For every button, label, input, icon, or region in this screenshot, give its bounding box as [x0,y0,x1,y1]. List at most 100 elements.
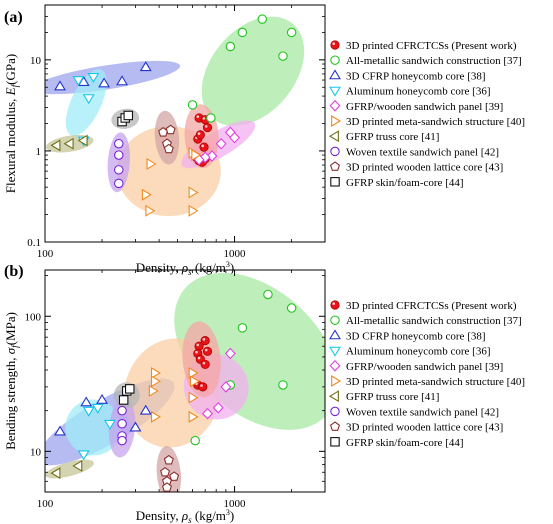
y-tick-label: 0.1 [27,237,41,249]
legend-label-woven: Woven textile sandwich panel [42] [346,146,499,158]
data-point-truss [50,139,61,152]
highlight-regions [45,272,325,492]
legend-marker-wooden [329,161,341,171]
data-point-meta [188,410,199,423]
data-point-gfrp_wood [215,137,227,150]
y-tick-label: 10 [30,446,42,458]
highlight-regions [45,16,305,217]
x-axis-title: Density, ρs (kg/m3) [136,508,235,524]
legend-label-cfrp: 3D CFRP honeycomb core [38] [346,70,486,82]
data-point-cfrp [129,421,142,432]
data-point-truss [50,467,61,480]
data-point-meta [146,157,157,170]
data-point-gfrp_wood [220,381,232,393]
data-point-cfrp [116,75,129,86]
data-point-gfrp_wood [229,131,241,144]
panel-label: (b) [4,263,24,280]
data-point-wooden [169,471,180,481]
data-point-cfrp [98,77,111,88]
chart-panel-b: 100 1000 10 100 3D printed CFRCTCSs (Present… [3,263,525,524]
data-point-wooden [163,143,174,154]
legend-marker-meta [331,115,342,127]
legend-marker-woven [330,406,340,417]
data-point-aluminium [87,72,100,83]
data-point-gfrp_wood [212,402,224,414]
x-tick-label: 100 [37,498,54,510]
region-wooden [154,110,180,165]
region-aluminium [65,399,122,456]
legend-label-metallic: All-metallic sandwich construction [37] [346,55,522,67]
data-point-cfrctcs [200,359,210,370]
legend-marker-woven [330,146,340,157]
data-point-metallic [257,14,268,24]
data-point-skin [125,384,135,394]
legend-marker-truss [328,130,339,143]
data-point-metallic [190,435,200,446]
data-point-cfrctcs [198,382,208,392]
legend: 3D printed CFRCTCSs (Present work) All-me… [328,40,525,189]
data-point-wooden [160,466,171,477]
legend-label-aluminium: Aluminum honeycomb core [36] [346,86,491,98]
legend-marker-cfrp [329,69,341,80]
data-point-metallic [237,27,248,38]
data-point-metallic [237,323,248,333]
data-point-meta [145,204,156,217]
legend-marker-truss [328,390,339,403]
legend-marker-gfrp_wood [329,359,341,372]
data-point-wooden [161,482,172,492]
x-tick-label: 100 [37,248,54,260]
y-axis-title: Bending strength, σf(MPa) [3,312,20,450]
data-point-meta [150,410,161,423]
legend-label-wooden: 3D printed wooden lattice core [43] [346,422,503,434]
legend-marker-metallic [330,55,340,65]
data-point-metallic [286,27,297,38]
data-point-metallic [187,100,198,110]
y-axis-title: Flexural modulus, Ef(GPa) [3,54,20,193]
data-point-meta [189,375,200,388]
legend-marker-aluminium [329,86,341,97]
data-point-metallic [278,380,288,390]
data-point-skin [123,110,134,121]
data-point-cfrctcs [202,123,213,133]
data-point-aluminium [91,403,104,414]
data-point-aluminium [77,450,90,461]
data-point-woven [114,178,124,189]
data-point-meta [141,188,152,201]
region-woven [107,132,130,193]
legend-label-truss: GFRP truss core [41] [346,391,439,403]
legend-marker-metallic [330,315,340,325]
y-tick-label: 10 [30,55,42,67]
data-point-metallic [225,41,236,52]
data-point-metallic [286,303,297,313]
legend-label-skin: GFRP skin/foam-core [44] [346,177,464,189]
data-point-woven [114,150,124,160]
data-point-cfrctcs [199,142,209,152]
y-tick-label: 100 [25,311,42,323]
region-aluminium [65,69,107,136]
legend-label-aluminium: Aluminum honeycomb core [36] [346,346,491,358]
data-point-cfrp [54,425,66,436]
data-point-gfrp_wood [202,407,213,420]
y-tick-label: 1 [36,146,42,158]
data-point-woven [117,405,127,416]
data-point-woven [117,419,127,429]
legend-label-meta: 3D printed meta-sandwich structure [40] [346,376,525,388]
data-point-meta [188,186,199,199]
legend-label-meta: 3D printed meta-sandwich structure [40] [346,116,525,128]
data-point-cfrp [54,80,66,91]
legend-marker-cfrp [329,329,341,340]
legend-label-cfrctcs: 3D printed CFRCTCSs (Present work) [346,300,517,312]
legend-marker-wooden [329,421,341,431]
legend-marker-aluminium [329,346,341,357]
x-tick-label: 1000 [224,498,247,510]
data-point-truss [63,137,74,150]
data-point-meta [148,384,159,397]
data-point-meta [188,391,199,404]
legend-marker-skin [330,437,340,447]
data-point-cfrp [80,396,93,407]
legend: 3D printed CFRCTCSs (Present work) All-me… [328,300,525,449]
data-point-truss [77,134,88,147]
data-point-gfrp_wood [206,150,218,162]
data-point-meta [191,149,202,162]
